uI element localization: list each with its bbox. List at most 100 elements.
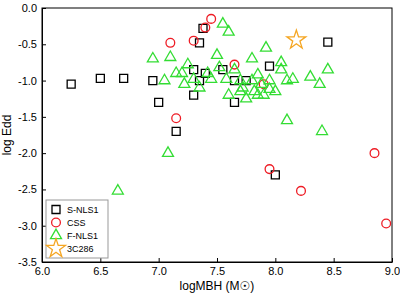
x-tick-label: 8.0 bbox=[268, 265, 283, 277]
point bbox=[282, 114, 293, 123]
point bbox=[276, 63, 287, 72]
point bbox=[229, 63, 240, 72]
point bbox=[159, 74, 170, 83]
point bbox=[314, 78, 325, 87]
y-axis-title: log Edd bbox=[0, 115, 14, 156]
y-tick: -3.0 bbox=[18, 220, 46, 232]
point bbox=[276, 56, 287, 65]
point bbox=[202, 67, 213, 76]
point bbox=[247, 52, 258, 61]
x-tick-mark bbox=[334, 258, 335, 262]
x-tick-mark bbox=[392, 258, 393, 262]
point bbox=[221, 73, 232, 82]
point bbox=[182, 58, 193, 67]
point bbox=[223, 89, 234, 98]
y-tick-mark bbox=[42, 81, 46, 82]
point bbox=[252, 68, 263, 77]
point bbox=[270, 85, 281, 94]
series-3 bbox=[287, 30, 306, 48]
y-tick: -1.5 bbox=[18, 111, 46, 123]
x-axis-title: logMBH (M☉) bbox=[180, 279, 255, 293]
y-tick-mark bbox=[42, 153, 46, 154]
y-tick-mark bbox=[42, 8, 46, 9]
point bbox=[165, 51, 176, 60]
y-tick: -3.5 bbox=[18, 256, 46, 268]
point bbox=[217, 18, 228, 27]
point bbox=[188, 73, 199, 82]
x-axis: 6.0 6.5 7.0 7.5 8.0 8.5 9.0 bbox=[35, 258, 400, 277]
point bbox=[112, 185, 123, 194]
point bbox=[67, 80, 75, 88]
point bbox=[206, 73, 217, 82]
legend-frame bbox=[46, 200, 108, 258]
legend-symbol bbox=[52, 206, 60, 214]
point bbox=[324, 38, 332, 46]
point bbox=[201, 23, 210, 32]
x-tick-label: 9.0 bbox=[385, 265, 400, 277]
point bbox=[287, 73, 298, 82]
x-tick: 9.0 bbox=[385, 258, 400, 277]
point bbox=[166, 38, 175, 47]
point bbox=[212, 49, 223, 58]
point bbox=[149, 77, 157, 85]
y-axis: -3.5 -3.0 -2.5 -2.0 -1.5 -1.0 -0.5 0.0 bbox=[18, 2, 46, 268]
point bbox=[247, 74, 258, 83]
x-tick: 6.5 bbox=[93, 258, 108, 277]
point bbox=[96, 74, 104, 82]
y-tick-label: -2.5 bbox=[18, 183, 37, 195]
legend-label: 3C286 bbox=[67, 244, 94, 254]
x-tick-mark bbox=[159, 258, 160, 262]
x-tick: 8.0 bbox=[268, 258, 283, 277]
point bbox=[163, 147, 174, 156]
point bbox=[196, 39, 204, 47]
y-tick: 0.0 bbox=[22, 2, 46, 14]
x-tick-label: 7.5 bbox=[210, 265, 225, 277]
x-tick: 7.5 bbox=[210, 258, 225, 277]
point bbox=[223, 26, 234, 35]
point bbox=[305, 71, 316, 80]
point bbox=[190, 91, 198, 99]
y-tick-label: -1.0 bbox=[18, 75, 37, 87]
point bbox=[322, 63, 333, 72]
point bbox=[189, 36, 198, 45]
y-tick: -2.0 bbox=[18, 147, 46, 159]
point bbox=[172, 114, 181, 123]
legend: S-NLS1CSSF-NLS13C286 bbox=[46, 200, 108, 258]
y-tick-label: -1.5 bbox=[18, 111, 37, 123]
series-1 bbox=[166, 15, 391, 228]
y-tick: -2.5 bbox=[18, 183, 46, 195]
x-tick: 8.5 bbox=[327, 258, 342, 277]
y-tick-label: -2.0 bbox=[18, 147, 37, 159]
y-axis-line bbox=[42, 9, 43, 263]
point bbox=[231, 98, 239, 106]
x-tick-mark bbox=[217, 258, 218, 262]
point bbox=[147, 52, 158, 61]
point bbox=[214, 61, 225, 70]
point bbox=[235, 74, 246, 83]
y-tick-mark bbox=[42, 44, 46, 45]
point bbox=[370, 149, 379, 158]
y-tick-label: 0.0 bbox=[22, 2, 37, 14]
point bbox=[287, 30, 306, 48]
point bbox=[120, 74, 128, 82]
x-tick-label: 7.0 bbox=[152, 265, 167, 277]
chart: 6.0 6.5 7.0 7.5 8.0 8.5 9.0 -3.5 -3.0 -2.5 -2.0 -1.… bbox=[0, 0, 400, 294]
x-tick-label: 8.5 bbox=[327, 265, 342, 277]
x-tick-label: 6.0 bbox=[35, 265, 50, 277]
x-tick-mark bbox=[100, 258, 101, 262]
point bbox=[261, 42, 272, 51]
x-tick-mark bbox=[275, 258, 276, 262]
y-tick: -0.5 bbox=[18, 38, 46, 50]
x-axis-line bbox=[43, 262, 393, 263]
y-tick-mark bbox=[42, 117, 46, 118]
points bbox=[67, 15, 390, 228]
y-tick: -1.0 bbox=[18, 75, 46, 87]
point bbox=[317, 125, 328, 134]
series-2 bbox=[112, 18, 333, 194]
legend-label: S-NLS1 bbox=[67, 205, 99, 215]
y-tick-mark bbox=[42, 226, 46, 227]
x-tick: 7.0 bbox=[152, 258, 167, 277]
y-tick-label: -3.5 bbox=[18, 256, 37, 268]
plot-frame bbox=[42, 8, 392, 262]
series-0 bbox=[67, 24, 332, 179]
